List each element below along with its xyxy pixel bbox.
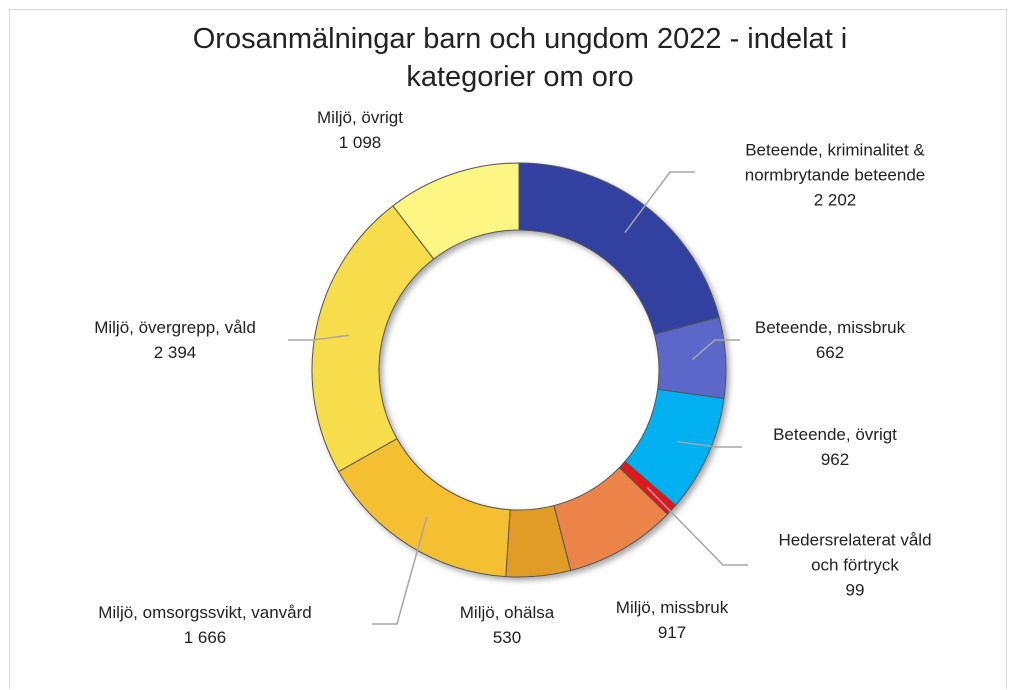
leader-lines [288, 171, 748, 625]
leader-line [691, 339, 740, 361]
donut [311, 162, 727, 578]
value-label: 530 [492, 628, 522, 647]
donut-segment [392, 162, 520, 260]
category-label: Miljö, ohälsa [459, 603, 555, 622]
value-label: 1 666 [183, 628, 227, 647]
leader-line [372, 516, 428, 625]
category-label: Beteende, övrigt [773, 425, 897, 444]
value-label: 99 [845, 580, 865, 600]
category-label: Miljö, övergrepp, våld [94, 318, 256, 337]
value-label: 1 098 [338, 133, 382, 152]
chart-title: Orosanmälningar barn och ungdom 2022 - i… [192, 23, 848, 93]
data-label: Miljö, omsorgssvikt, vanvård 1 666 [75, 600, 335, 650]
data-label: Beteende, övrigt 962 [705, 422, 965, 472]
donut-segment [518, 162, 720, 336]
data-label: Hedersrelaterat våld och förtryck 99 [770, 528, 940, 603]
donut-segment [311, 205, 435, 473]
category-label: Miljö, omsorgssvikt, vanvård [98, 603, 312, 622]
category-label: Miljö, övrigt [317, 108, 403, 127]
leader-line [624, 171, 695, 234]
value-label: 2 394 [153, 343, 197, 362]
value-label: 917 [657, 623, 687, 642]
category-label: Miljö, missbruk [615, 598, 729, 617]
donut-segment [337, 438, 511, 578]
leader-line [288, 334, 350, 341]
category-label: Hedersrelaterat våld och förtryck [778, 530, 932, 575]
data-label: Miljö, övrigt 1 098 [230, 105, 490, 155]
data-label: Miljö, övergrepp, våld 2 394 [45, 315, 305, 365]
leader-line [646, 486, 748, 566]
value-label: 2 202 [813, 190, 857, 210]
category-label: Beteende, missbruk [754, 318, 906, 337]
value-label: 662 [815, 343, 845, 362]
leader-line [676, 440, 742, 448]
category-label: Beteende, kriminalitet & normbrytande be… [744, 140, 926, 185]
value-label: 962 [820, 450, 850, 469]
data-label: Beteende, missbruk 662 [700, 315, 960, 365]
data-label: Beteende, kriminalitet & normbrytande be… [720, 138, 950, 213]
data-label: Miljö, missbruk 917 [542, 595, 802, 645]
data-label: Miljö, ohälsa 530 [377, 600, 637, 650]
chart-frame [9, 9, 1007, 689]
